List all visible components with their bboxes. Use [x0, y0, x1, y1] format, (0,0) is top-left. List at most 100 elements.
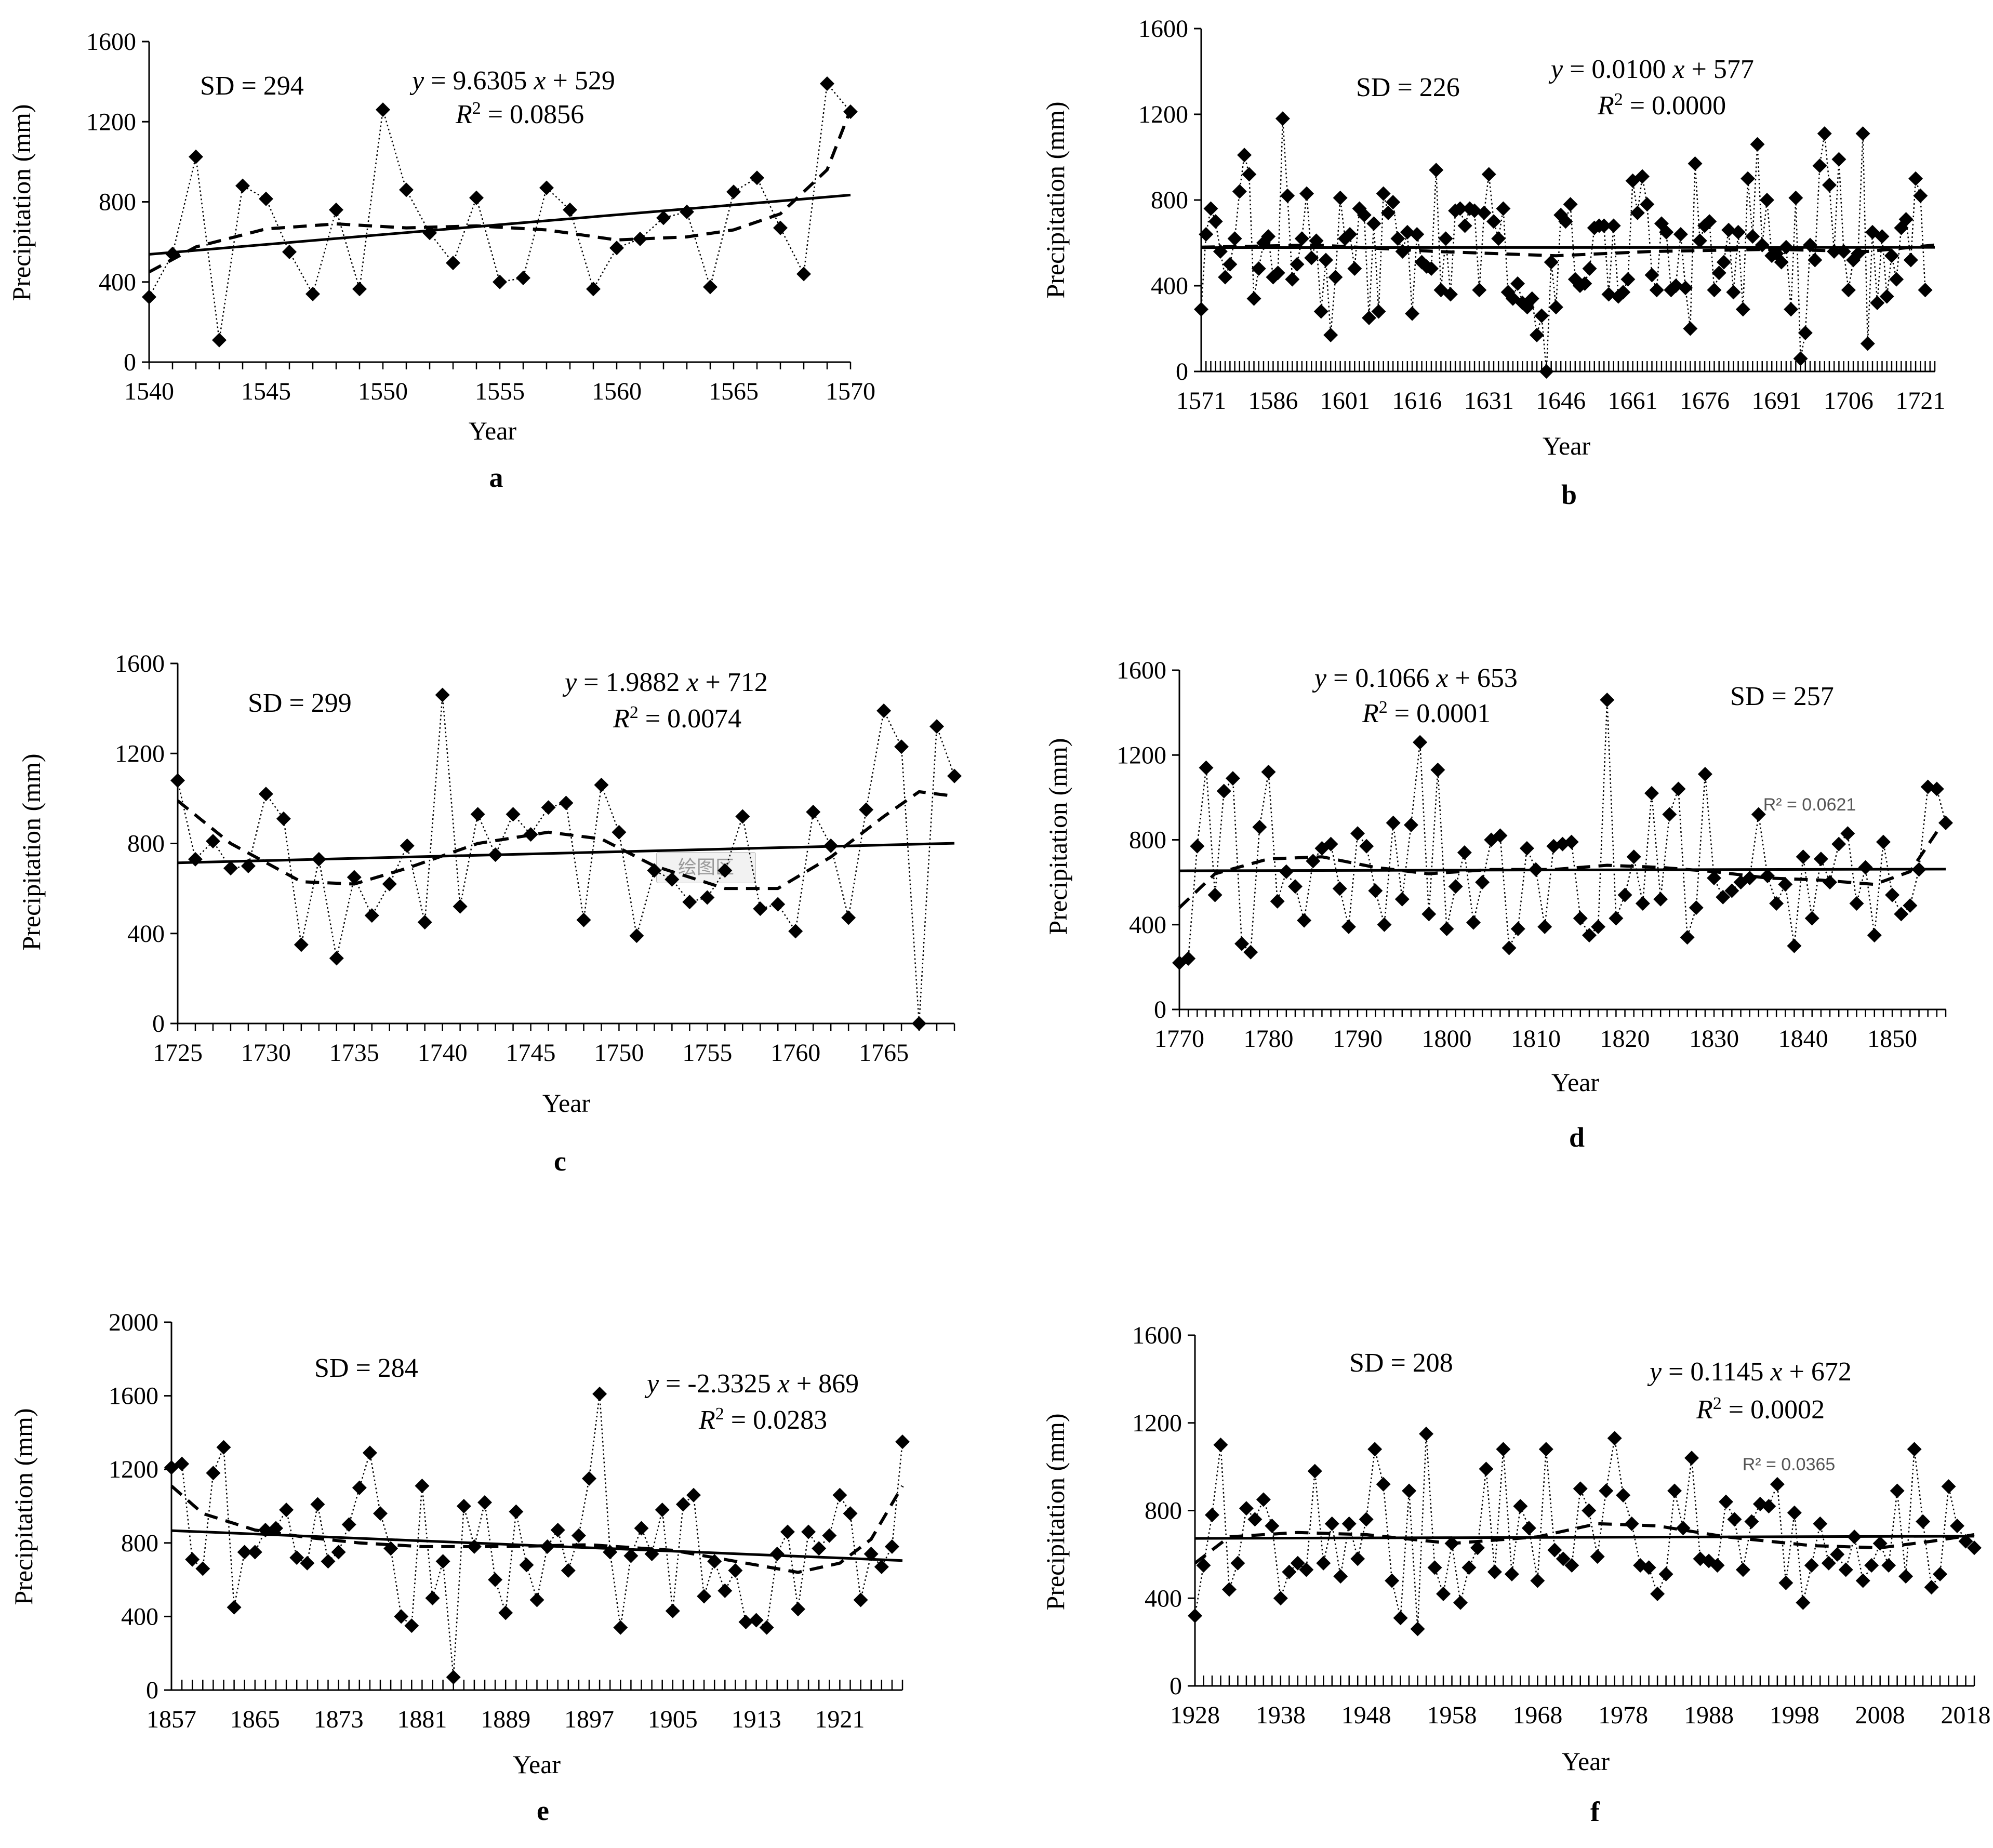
- data-point: [1548, 300, 1563, 315]
- data-point: [1938, 815, 1953, 830]
- data-point: [1316, 1555, 1331, 1571]
- data-point: [895, 1434, 910, 1450]
- x-tick-label: 1873: [314, 1706, 364, 1733]
- panel-letter: b: [1561, 479, 1577, 510]
- x-tick-label: 1850: [1867, 1025, 1917, 1053]
- data-point: [258, 787, 273, 802]
- data-point: [1544, 255, 1559, 270]
- data-point: [1402, 1483, 1417, 1498]
- data-point: [435, 1554, 450, 1569]
- data-point: [400, 838, 415, 853]
- data-point: [1798, 325, 1813, 340]
- data-point: [559, 795, 574, 810]
- x-tick-label: 2008: [1855, 1701, 1905, 1729]
- data-point: [417, 915, 432, 930]
- data-point: [1491, 231, 1506, 246]
- data-point: [843, 104, 858, 119]
- data-point: [1744, 1514, 1759, 1529]
- data-point: [1836, 244, 1851, 259]
- x-tick-label: 1958: [1427, 1701, 1477, 1729]
- data-point: [576, 912, 591, 927]
- data-point: [1290, 257, 1305, 272]
- data-point: [223, 861, 238, 876]
- data-point: [738, 1615, 753, 1630]
- chart-panel-d: 0 400 800 1200 1600 1770 1780 1790 1800 1810 1820 1…: [1043, 657, 1953, 1153]
- data-point: [1309, 233, 1324, 248]
- data-point: [1876, 834, 1891, 849]
- data-point: [1496, 201, 1511, 216]
- smooth-r-squared-label: R² = 0.0621: [1763, 795, 1856, 815]
- data-point: [697, 1589, 712, 1604]
- data-point: [1673, 227, 1688, 242]
- data-point: [279, 1503, 294, 1518]
- data-point: [1237, 148, 1252, 163]
- data-point: [912, 1016, 927, 1031]
- trend-line: [1194, 1535, 1975, 1540]
- y-tick-label: 400: [1129, 911, 1166, 939]
- x-axis-title: Year: [513, 1750, 561, 1779]
- data-point: [269, 1521, 283, 1536]
- data-point: [884, 1539, 899, 1554]
- data-point: [726, 184, 741, 200]
- data-point: [227, 1600, 242, 1615]
- data-point: [1479, 1461, 1494, 1477]
- data-point: [1227, 231, 1242, 246]
- x-tick-label: 1865: [230, 1706, 280, 1733]
- data-point: [1413, 735, 1428, 750]
- data-point: [1582, 1503, 1597, 1518]
- data-point: [1735, 302, 1750, 317]
- data-point: [1510, 921, 1525, 936]
- data-point: [1247, 1512, 1263, 1527]
- data-point: [446, 256, 460, 271]
- x-tick-label: 1921: [815, 1706, 865, 1733]
- data-point: [1261, 229, 1276, 244]
- data-point: [1847, 1530, 1862, 1545]
- data-point: [1761, 1499, 1776, 1514]
- data-point: [1534, 308, 1549, 323]
- data-point: [1821, 1555, 1836, 1571]
- y-tick-label: 1200: [1138, 101, 1188, 128]
- y-tick-label: 400: [127, 920, 165, 948]
- data-point: [735, 809, 750, 824]
- data-point: [1726, 285, 1741, 300]
- data-point: [1547, 1543, 1562, 1558]
- x-tick-label: 1540: [124, 378, 174, 405]
- data-point: [1306, 854, 1321, 869]
- y-tick-label: 800: [1129, 827, 1166, 854]
- data-point: [1630, 205, 1645, 220]
- x-tick-label: 1938: [1256, 1701, 1306, 1729]
- data-point: [1929, 781, 1944, 796]
- data-point: [1770, 1477, 1785, 1492]
- data-point: [1885, 887, 1900, 902]
- y-axis-title: Precipitation (mm): [9, 1408, 38, 1605]
- data-point: [1924, 1580, 1939, 1595]
- trend-equation: y = 0.1145 x + 672: [1647, 1357, 1852, 1387]
- data-point: [644, 1547, 659, 1562]
- data-point: [1475, 875, 1490, 890]
- x-tick-label: 1571: [1176, 387, 1226, 415]
- data-point: [195, 1561, 210, 1576]
- x-tick-label: 1897: [564, 1706, 614, 1733]
- x-tick-label: 1820: [1600, 1025, 1650, 1053]
- x-tick-label: 1780: [1244, 1025, 1294, 1053]
- data-point: [1817, 126, 1832, 141]
- data-point: [1323, 327, 1338, 342]
- data-point: [1573, 911, 1588, 926]
- data-point: [235, 178, 250, 193]
- data-point: [1644, 268, 1659, 283]
- x-tick-label: 1810: [1511, 1025, 1561, 1053]
- data-point: [1658, 1566, 1673, 1581]
- data-point: [1467, 203, 1482, 218]
- series-line: [177, 695, 955, 1024]
- data-point: [1808, 252, 1823, 268]
- trend-line: [1179, 868, 1946, 872]
- smoothed-curve: [1178, 818, 1947, 909]
- data-point: [237, 1545, 252, 1560]
- data-point: [383, 1541, 398, 1556]
- x-tick-label: 1706: [1824, 387, 1874, 415]
- data-point: [820, 76, 834, 91]
- chart-panel-e: 0 400 800 1200 1600 2000 1857 1865 1873 1881 1889 1…: [9, 1309, 910, 1826]
- trend-line: [171, 1529, 903, 1562]
- data-point: [1609, 911, 1624, 926]
- data-point: [1530, 327, 1545, 342]
